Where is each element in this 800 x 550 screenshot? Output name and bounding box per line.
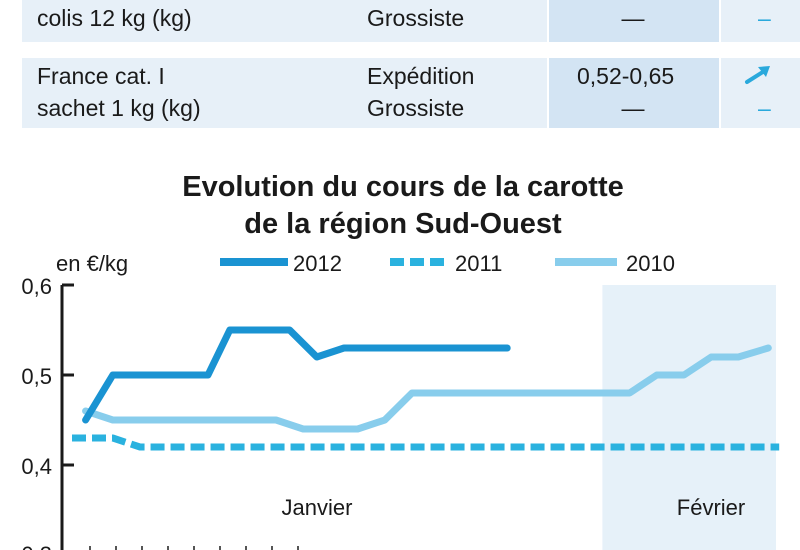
table-row: France cat. I sachet 1 kg (kg) Expéditio… bbox=[22, 58, 800, 128]
chart-subtitle: de la région Sud-Ouest bbox=[244, 208, 562, 240]
arrow-up-right-icon bbox=[744, 62, 774, 94]
series-line-2010 bbox=[82, 344, 772, 433]
legend-label-2012: 2012 bbox=[293, 251, 342, 276]
february-band bbox=[602, 285, 776, 550]
stage-cell: Grossiste bbox=[367, 5, 465, 31]
product-cell-line2: sachet 1 kg (kg) bbox=[37, 95, 201, 121]
month-label-fevrier: Février bbox=[677, 495, 745, 520]
legend-label-2010: 2010 bbox=[626, 251, 675, 276]
y-axis-label: en €/kg bbox=[56, 251, 128, 276]
price-cell-line1: 0,52-0,65 bbox=[577, 63, 675, 89]
series-line-2011 bbox=[72, 434, 780, 451]
chart-title: Evolution du cours de la carotte bbox=[182, 171, 624, 203]
price-cell: — bbox=[621, 5, 645, 31]
product-cell: colis 12 kg (kg) bbox=[37, 5, 192, 31]
y-tick-label: 0,6 bbox=[21, 274, 52, 299]
stage-cell-line1: Expédition bbox=[367, 63, 475, 89]
trend-cell-line2: – bbox=[758, 95, 771, 121]
legend-label-2011: 2011 bbox=[455, 251, 502, 276]
y-tick-label: 0,3 bbox=[21, 542, 52, 550]
stage-cell-line2: Grossiste bbox=[367, 95, 465, 121]
price-table: colis 12 kg (kg) Grossiste — – France ca… bbox=[22, 0, 800, 128]
product-cell-line1: France cat. I bbox=[37, 63, 165, 89]
month-label-janvier: Janvier bbox=[282, 495, 353, 520]
series-line-2012 bbox=[82, 326, 511, 424]
price-cell-line2: — bbox=[621, 95, 645, 121]
trend-cell: – bbox=[758, 5, 771, 31]
y-tick-label: 0,5 bbox=[21, 364, 52, 389]
y-tick-label: 0,4 bbox=[21, 454, 52, 479]
legend: 2012 2011 2010 bbox=[220, 251, 675, 276]
table-row: colis 12 kg (kg) Grossiste — – bbox=[22, 0, 800, 42]
